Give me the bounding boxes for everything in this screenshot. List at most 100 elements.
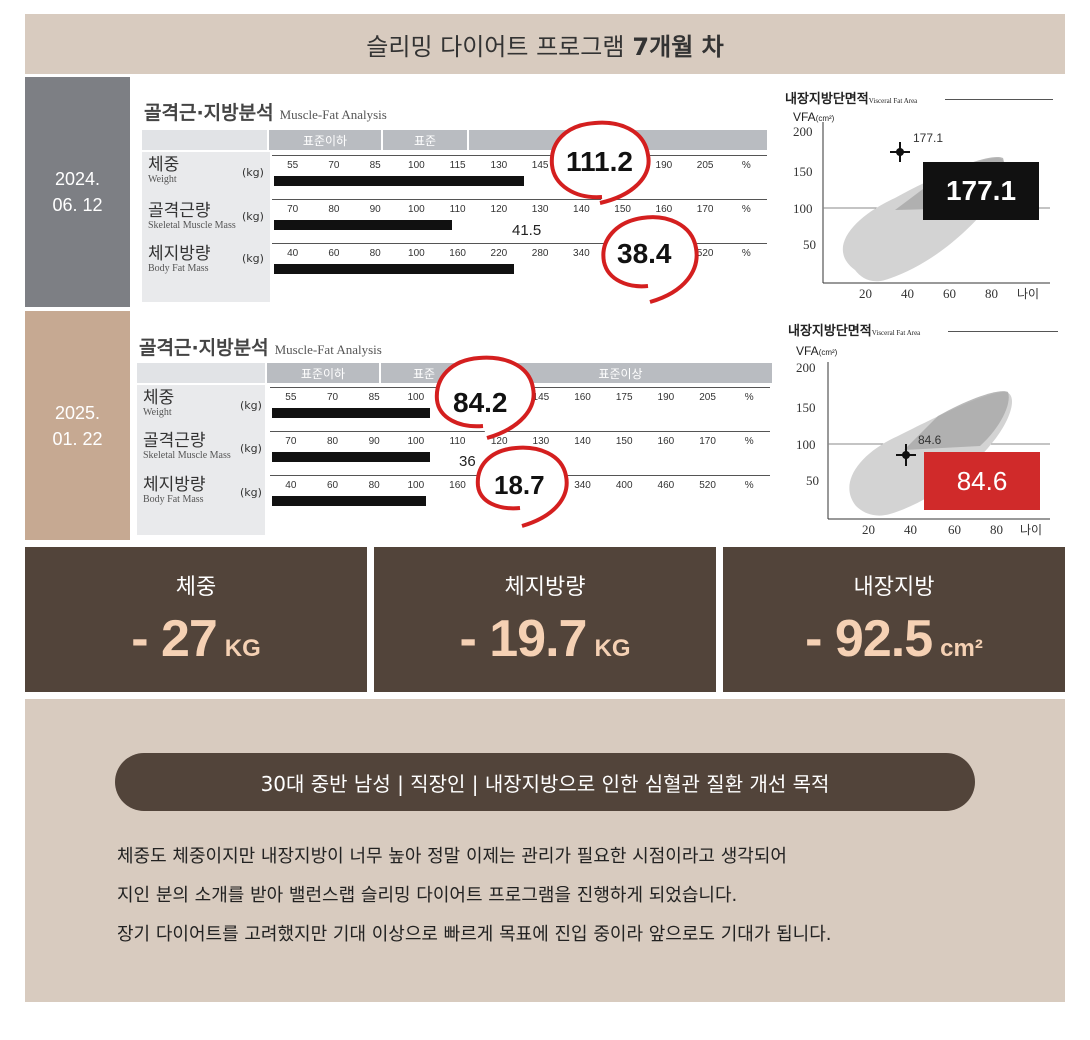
vfa-title: 내장지방단면적Visceral Fat Area [785,92,918,107]
tick-label: % [744,392,754,403]
stat-value: - 19.7 KG [459,610,631,668]
stat-weight: 체중 - 27 KG [25,547,367,692]
row-muscle-label: 골격근량 Skeletal Muscle Mass [148,201,236,231]
tick-label: 100 [407,436,425,447]
analysis-title: 골격근·지방분석 Muscle-Fat Analysis [139,337,382,359]
tick-label: 160 [449,248,466,259]
fat-circle [475,445,569,528]
tick-label: % [744,436,754,447]
unit-label: (kg) [242,252,264,265]
muscle-ticks: 70 80 90 100 110 120 130 140 150 160 170% [272,204,767,215]
tick-label: 60 [328,248,340,259]
tick-label: 100 [408,160,425,171]
analysis-title: 골격근·지방분석 Muscle-Fat Analysis [144,102,387,124]
weight-value-circled: 111.2 [566,146,633,177]
row-fat-label: 체지방량 Body Fat Mass [148,244,211,274]
tick-label: 60 [326,480,339,491]
weight-circle [549,120,651,205]
tick-label: 85 [368,392,380,403]
muscle-value: 41.5 [512,222,542,239]
weight-ticks: 557085100115130145160175190205% [272,160,767,171]
weight-value-circled: 84.2 [453,387,508,418]
muscle-bar [274,220,452,230]
fat-circle [601,215,699,304]
ytick: 200 [796,360,816,375]
stat-value: - 27 KG [131,610,261,668]
tick-label: 160 [655,204,673,215]
tick-label: 40 [287,248,299,259]
stat-value: - 92.5 cm² [805,610,983,668]
ytick: 50 [803,237,816,252]
fat-value-circled: 38.4 [617,238,672,269]
vfa-point-label: 177.1 [913,131,943,145]
tick-label: 85 [369,160,381,171]
tick-label: 160 [449,480,466,491]
tick-label: 110 [449,204,466,215]
unit-label: (kg) [240,399,262,412]
tick-label: 40 [285,480,297,491]
tick-label: 520 [699,480,716,491]
xlabel: 나이 [1017,287,1039,301]
tick-label: 80 [326,436,339,447]
row-fat-label: 체지방량 Body Fat Mass [143,475,206,505]
ytick: 150 [796,400,816,415]
row-weight-label: 체중 Weight [148,155,180,185]
unit-label: (kg) [242,210,264,223]
tick-label: % [744,480,754,491]
tick-label: 70 [287,204,299,215]
tick-label: 280 [531,248,549,259]
band-header: 표준이하 표준 표준이상 [142,130,767,150]
vfa-after-badge: 84.6 [924,452,1040,510]
muscle-value: 36 [459,453,476,470]
tick-label: 100 [407,392,425,403]
ytick: 150 [793,164,813,179]
muscle-bar [272,452,430,462]
tick-label: 160 [574,392,591,403]
before-date: 2024. 06. 12 [25,77,130,307]
xtick: 20 [859,286,872,301]
row-muscle-label: 골격근량 Skeletal Muscle Mass [143,431,231,461]
tick-label: 100 [408,248,425,259]
tick-label: 340 [574,480,591,491]
stat-label: 체지방량 [504,575,586,600]
tick-label: 140 [573,204,590,215]
tick-label: 175 [615,392,633,403]
ytick: 50 [806,473,819,488]
unit-label: (kg) [240,442,262,455]
tick-label: 145 [531,160,549,171]
xtick: 40 [904,522,917,537]
tick-label: 170 [699,436,716,447]
stat-label: 체중 [175,575,217,600]
tick-label: % [741,204,751,215]
tick-label: 100 [407,480,425,491]
tick-label: 400 [615,480,633,491]
ytick: 200 [793,124,813,139]
vfa-point-label: 84.6 [918,433,942,447]
tick-label: 170 [696,204,714,215]
testimonial-section: 30대 중반 남성 | 직장인 | 내장지방으로 인한 심혈관 질환 개선 목적… [25,699,1065,1002]
tick-label: 80 [368,480,380,491]
fat-value-circled: 18.7 [494,470,545,500]
tick-label: 100 [408,204,425,215]
ytick: 100 [793,201,813,216]
xtick: 40 [901,286,914,301]
after-analysis: 골격근·지방분석 Muscle-Fat Analysis 표준이하 표준 표준이상… [137,313,777,538]
tick-label: 460 [657,480,675,491]
tick-label: 120 [490,204,508,215]
xtick: 80 [985,286,998,301]
row-weight-label: 체중 Weight [143,388,175,418]
tick-label: 130 [490,160,508,171]
fat-bar [272,496,426,506]
profile-pill: 30대 중반 남성 | 직장인 | 내장지방으로 인한 심혈관 질환 개선 목적 [115,753,975,811]
fat-bar [274,264,514,274]
muscle-ticks: 70 80 90 100 110 120 130 140 150 160 170% [270,436,770,447]
tick-label: 205 [696,160,714,171]
tick-label: 80 [369,248,381,259]
tick-label: 70 [285,436,297,447]
vfa-before-badge: 177.1 [923,162,1039,220]
tick-label: 190 [655,160,673,171]
after-date: 2025. 01. 22 [25,311,130,540]
header-title-bold: 7개월 차 [632,32,724,61]
unit-label: (kg) [242,166,264,179]
